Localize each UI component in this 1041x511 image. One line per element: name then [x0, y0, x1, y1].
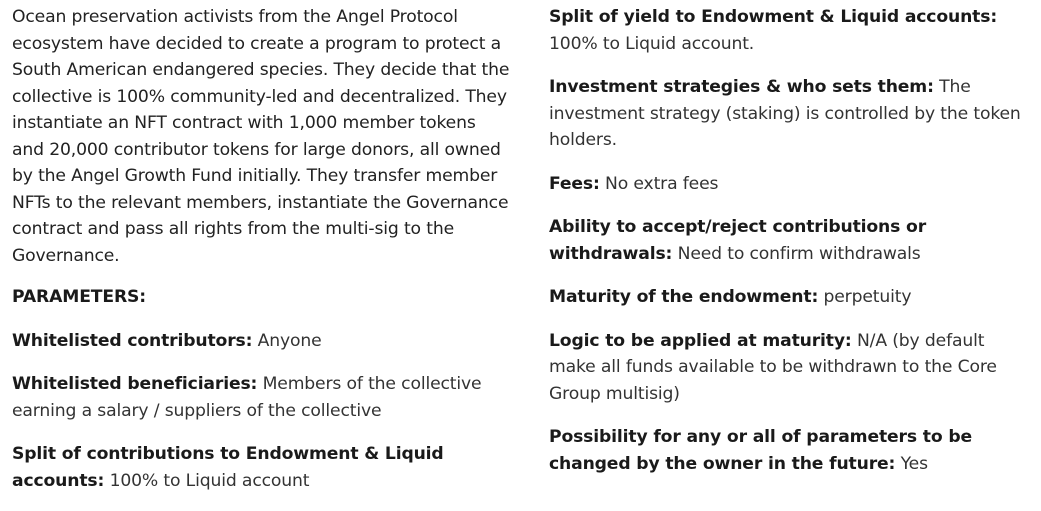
right-column: Split of yield to Endowment & Liquid acc…	[549, 4, 1035, 494]
param-value: 100% to Liquid account.	[549, 33, 755, 54]
param-label: Whitelisted beneficiaries:	[12, 374, 258, 394]
param-whitelisted-beneficiaries: Whitelisted beneficiaries: Members of th…	[12, 371, 512, 424]
param-fees: Fees: No extra fees	[549, 171, 1035, 198]
param-value: No extra fees	[605, 173, 719, 194]
parameters-heading: PARAMETERS:	[12, 287, 147, 307]
param-investment-strategies: Investment strategies & who sets them: T…	[549, 74, 1035, 154]
param-split-contributions: Split of contributions to Endowment & Li…	[12, 441, 512, 494]
param-label: Maturity of the endowment:	[549, 287, 819, 307]
param-label: Ability to accept/reject contributions o…	[549, 217, 927, 264]
param-label: Logic to be applied at maturity:	[549, 330, 852, 351]
param-value: N/A (by default make all funds available…	[549, 330, 997, 404]
param-value: The investment strategy (staking) is con…	[549, 77, 1021, 150]
param-value: Anyone	[257, 330, 322, 351]
param-label: Investment strategies & who sets them:	[549, 77, 934, 97]
param-label: Split of contributions to Endowment & Li…	[12, 444, 444, 491]
intro-paragraph: Ocean preservation activists from the An…	[12, 7, 510, 266]
param-maturity: Maturity of the endowment: perpetuity	[549, 284, 1035, 311]
left-column: Ocean preservation activists from the An…	[12, 4, 512, 511]
param-value: perpetuity	[823, 287, 912, 307]
param-label: Fees:	[549, 173, 600, 194]
param-value: Members of the collective earning a sala…	[12, 374, 482, 421]
param-changeable: Possibility for any or all of parameters…	[549, 424, 1035, 477]
param-value: 100% to Liquid account	[109, 470, 310, 491]
param-maturity-logic: Logic to be applied at maturity: N/A (by…	[549, 328, 1035, 408]
param-label: Split of yield to Endowment & Liquid acc…	[549, 7, 998, 27]
param-label: Whitelisted contributors:	[12, 330, 253, 351]
param-value: Need to confirm withdrawals	[677, 243, 921, 264]
param-value: Yes	[900, 453, 928, 474]
param-whitelisted-contributors: Whitelisted contributors: Anyone	[12, 328, 512, 355]
param-label: Possibility for any or all of parameters…	[549, 427, 972, 474]
param-accept-reject: Ability to accept/reject contributions o…	[549, 214, 1035, 267]
param-split-yield: Split of yield to Endowment & Liquid acc…	[549, 4, 1035, 57]
